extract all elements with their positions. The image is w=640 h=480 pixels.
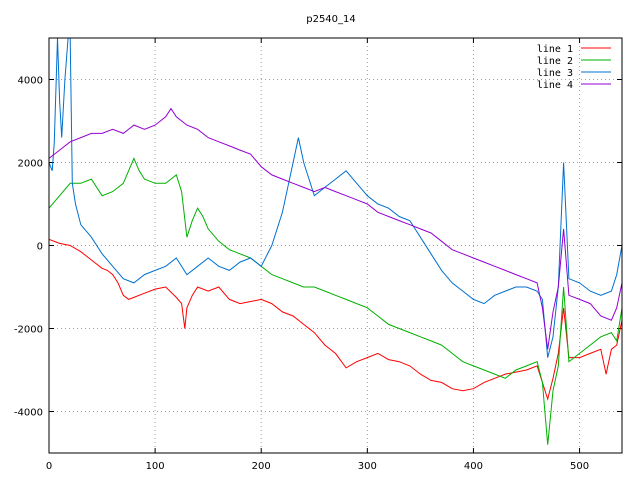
series-line-1 [49,238,622,401]
x-tick-label: 500 [570,461,589,472]
chart-title: p2540_14 [306,14,356,25]
series-line-4 [49,107,622,350]
grid [48,38,622,453]
x-tick-label: 100 [146,461,165,472]
y-tick-label: 4000 [18,76,43,87]
x-tick-label: 300 [358,461,377,472]
y-tick-label: -4000 [14,408,43,419]
y-tick-label: -2000 [14,325,43,336]
x-tick-label: 400 [464,461,483,472]
x-tick-label: 0 [46,461,52,472]
y-tick-label: 0 [37,242,43,253]
series-line-3 [49,38,622,358]
axis-ticks: 0 100 200 300 400 500 -4000 -2000 0 2000 4000 [14,38,622,472]
legend-label: line 1 [537,44,573,55]
x-tick-label: 200 [252,461,271,472]
legend-label: line 2 [537,56,573,67]
legend-label: line 4 [537,80,573,91]
y-tick-label: 2000 [18,159,43,170]
plot-frame [48,37,623,454]
series-line-2 [49,157,622,445]
legend-label: line 3 [537,68,573,79]
series-lines [49,38,622,445]
